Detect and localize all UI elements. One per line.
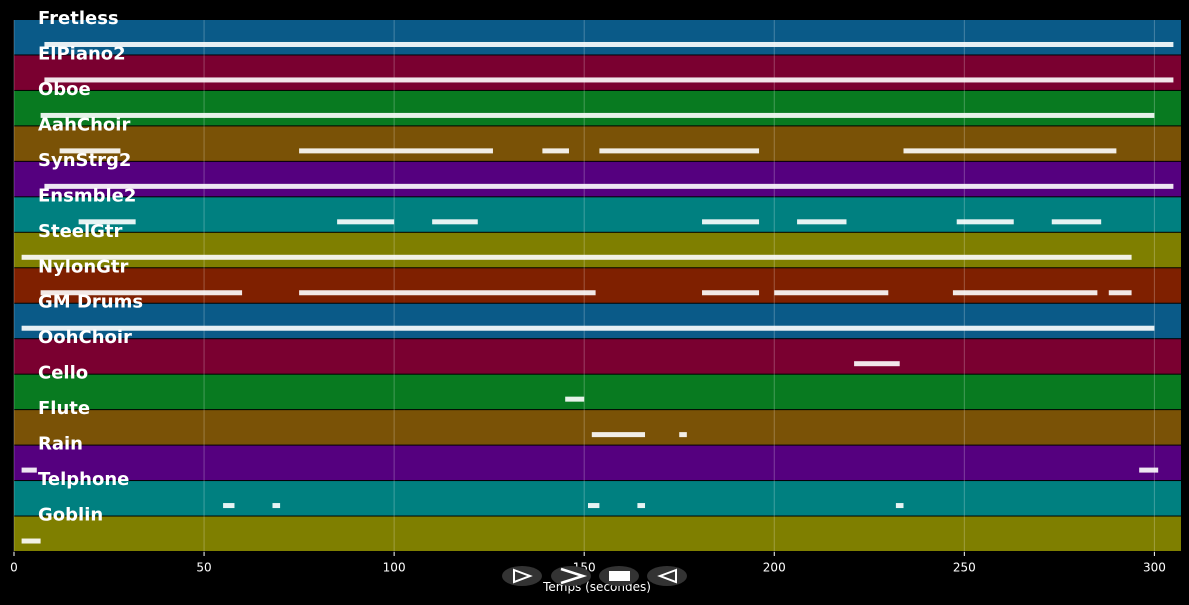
track-name: Ensmble2 xyxy=(38,185,136,206)
note-span xyxy=(1051,219,1102,225)
note-span xyxy=(337,219,395,225)
note-span xyxy=(542,148,569,154)
note-span xyxy=(432,219,478,225)
note-span xyxy=(952,290,1098,296)
note-span xyxy=(599,148,760,154)
track-name: GM Drums xyxy=(38,292,143,313)
track-band xyxy=(14,197,1181,232)
forward-button[interactable] xyxy=(551,566,591,586)
track-name: ElPiano2 xyxy=(38,43,126,64)
note-span xyxy=(21,325,1155,331)
track-band xyxy=(14,410,1181,445)
note-span xyxy=(40,112,1155,118)
track-band xyxy=(14,481,1181,516)
note-span xyxy=(21,467,37,473)
track-band xyxy=(14,161,1181,197)
note-span xyxy=(565,396,585,402)
track-band xyxy=(14,90,1181,126)
note-span xyxy=(702,290,760,296)
note-span xyxy=(797,219,847,225)
track-name: Flute xyxy=(38,398,90,419)
track-name: Fretless xyxy=(38,8,119,29)
note-span xyxy=(44,77,1174,83)
x-tick-label: 100 xyxy=(383,561,406,575)
track-name: Telphone xyxy=(38,469,129,490)
note-span xyxy=(956,219,1014,225)
note-span xyxy=(895,503,904,509)
note-span xyxy=(78,219,136,225)
track-band xyxy=(14,374,1181,410)
playback-controls xyxy=(502,566,687,586)
note-span xyxy=(679,432,687,438)
note-span xyxy=(44,41,1174,47)
track-name: OohChoir xyxy=(38,327,132,348)
track-band xyxy=(14,126,1181,161)
track-name: Cello xyxy=(38,363,88,384)
note-span xyxy=(587,503,600,509)
track-band xyxy=(14,339,1181,374)
note-span xyxy=(272,503,281,509)
track-band xyxy=(14,445,1181,481)
track-band xyxy=(14,516,1181,551)
note-span xyxy=(40,290,243,296)
note-span xyxy=(223,503,235,509)
track-band xyxy=(14,232,1181,268)
x-tick-label: 0 xyxy=(10,561,18,575)
track-name: Oboe xyxy=(38,79,91,100)
note-span xyxy=(1139,467,1159,473)
stop-button[interactable] xyxy=(599,566,639,586)
x-tick-label: 300 xyxy=(1143,561,1166,575)
track-name: Rain xyxy=(38,434,83,455)
x-tick-label: 200 xyxy=(763,561,786,575)
note-span xyxy=(903,148,1117,154)
note-span xyxy=(591,432,646,438)
track-band xyxy=(14,303,1181,339)
note-span xyxy=(21,538,41,544)
track-name: NylonGtr xyxy=(38,256,129,277)
note-span xyxy=(1108,290,1132,296)
play-button[interactable] xyxy=(502,566,542,586)
track-band xyxy=(14,20,1181,55)
note-span xyxy=(299,290,596,296)
note-span xyxy=(854,361,900,367)
note-span xyxy=(44,183,1174,189)
note-span xyxy=(774,290,889,296)
x-tick-label: 250 xyxy=(953,561,976,575)
note-span xyxy=(59,148,121,154)
note-span xyxy=(702,219,760,225)
back-button[interactable] xyxy=(647,566,687,586)
track-band xyxy=(14,55,1181,90)
track-name: Goblin xyxy=(38,505,103,526)
note-span xyxy=(299,148,493,154)
note-span xyxy=(637,503,646,509)
track-name: SteelGtr xyxy=(38,221,123,242)
note-span xyxy=(21,254,1132,260)
track-band xyxy=(14,268,1181,303)
track-name: SynStrg2 xyxy=(38,150,131,171)
x-tick-label: 50 xyxy=(196,561,211,575)
track-name: AahChoir xyxy=(38,114,130,135)
